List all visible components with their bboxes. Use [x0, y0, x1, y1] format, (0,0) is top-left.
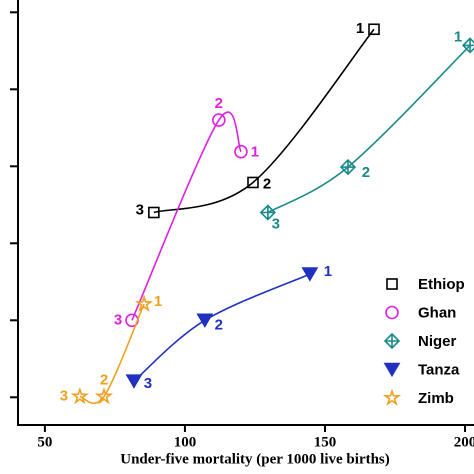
marker-shape: [259, 204, 276, 221]
marker: [196, 313, 214, 328]
x-tick-label: 50: [37, 434, 52, 450]
point-label: 1: [324, 263, 332, 280]
point-label: 1: [454, 28, 462, 45]
marker: [234, 144, 248, 159]
point-label: 2: [215, 316, 223, 333]
x-tick-label: 150: [314, 434, 337, 450]
point-label: 3: [144, 375, 152, 392]
point-label: 2: [263, 175, 271, 192]
x-axis-label: Under-five mortality (per 1000 live birt…: [120, 451, 390, 467]
marker: [125, 374, 143, 389]
marker: [134, 294, 154, 312]
legend-label: Ethiop: [418, 276, 465, 293]
legend-label: Ghan: [418, 304, 456, 321]
point-label: 2: [215, 95, 223, 112]
point-label: 1: [356, 20, 364, 37]
point-label: 3: [136, 201, 144, 218]
marker: [259, 204, 276, 221]
marker: [212, 113, 226, 127]
x-tick-label: 200: [454, 434, 474, 450]
point-label: 1: [154, 293, 162, 310]
point-label: 2: [100, 371, 108, 388]
marker: [247, 176, 259, 189]
legend-label: Tanza: [418, 361, 460, 378]
marker: [382, 388, 402, 406]
point-label: 3: [60, 387, 68, 404]
point-label: 3: [114, 311, 122, 328]
marker: [383, 362, 401, 378]
marker: [339, 158, 357, 176]
marker: [148, 206, 160, 219]
x-tick-label: 100: [174, 434, 197, 450]
marker: [368, 23, 380, 36]
series-curve: [153, 28, 375, 214]
point-label: 2: [362, 164, 370, 181]
legend-label: Niger: [418, 333, 457, 350]
marker: [385, 305, 399, 320]
series-curve: [131, 111, 242, 321]
point-label: 1: [251, 144, 259, 161]
marker: [383, 332, 401, 350]
marker: [386, 278, 398, 290]
series-curve: [79, 303, 145, 405]
marker: [301, 267, 319, 282]
marker: [70, 386, 89, 405]
legend-label: Zimb: [418, 390, 454, 407]
marker-shape: [461, 37, 474, 54]
marker-shape: [383, 332, 401, 350]
marker: [461, 37, 474, 54]
marker-shape: [339, 158, 357, 176]
series-curve: [267, 44, 471, 214]
point-label: 3: [272, 215, 280, 232]
marker: [94, 386, 114, 405]
